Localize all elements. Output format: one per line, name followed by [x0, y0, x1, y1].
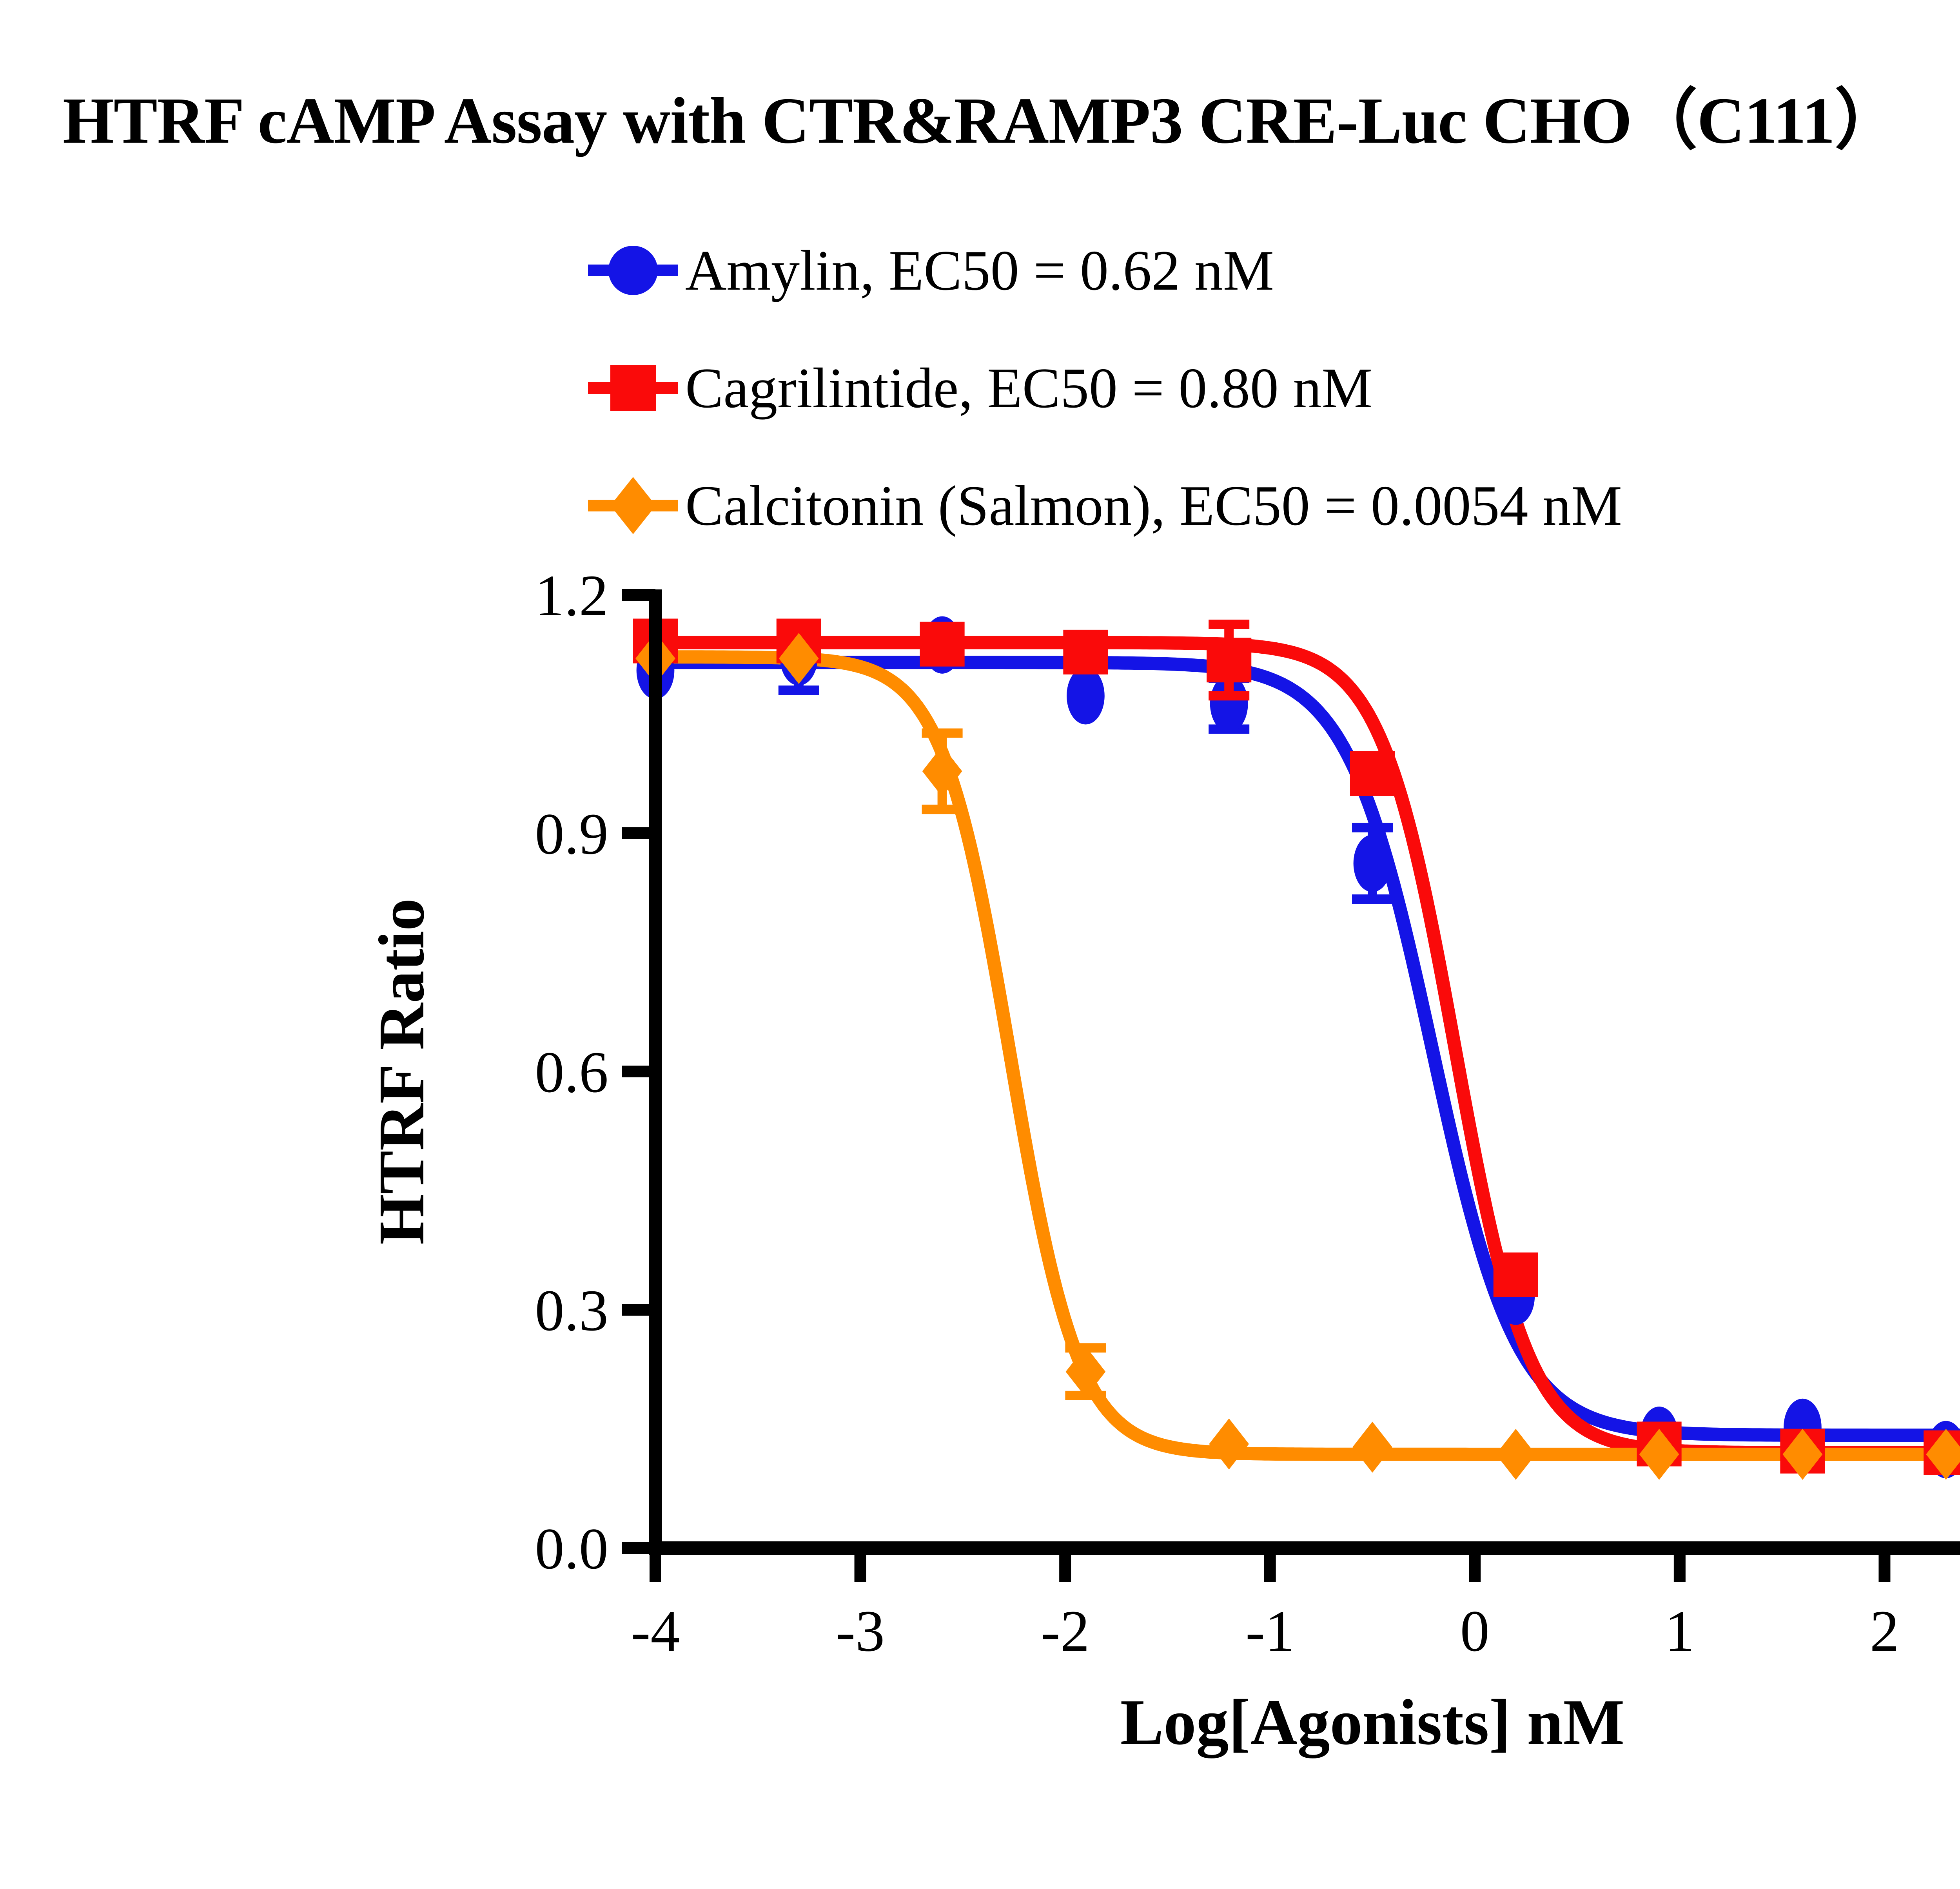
y-tick-label: 0.3 — [535, 1278, 609, 1343]
y-tick-label: 1.2 — [535, 563, 609, 628]
data-point-amylin[interactable] — [1067, 667, 1105, 725]
x-tick-label: 2 — [1870, 1599, 1899, 1664]
data-point-calcitonin-salmon-[interactable] — [1926, 1429, 1960, 1480]
data-point-calcitonin-salmon-[interactable] — [1639, 1429, 1679, 1480]
legend-marker-square-icon — [588, 355, 678, 421]
legend-item-calcitonin[interactable]: Calcitonin (Salmon), EC50 = 0.0054 nM — [588, 447, 1622, 564]
data-point-amylin[interactable] — [1353, 834, 1392, 892]
x-tick-label: -1 — [1245, 1599, 1294, 1664]
curve-calcitonin-salmon- — [649, 650, 1960, 1461]
legend-marker-circle-icon — [588, 237, 678, 304]
legend-label-amylin: Amylin, EC50 = 0.62 nM — [685, 239, 1274, 302]
page-title: HTRF cAMP Assay with CTR&RAMP3 CRE-Luc C… — [63, 84, 1900, 157]
data-point-cagrilintide[interactable] — [920, 622, 965, 667]
axis-label-layer: 0.00.30.60.91.2-4-3-2-10123Log[Agonists]… — [365, 563, 1899, 1758]
legend-marker-diamond-icon — [588, 472, 678, 539]
legend-label-cagrilintide: Cagrilintide, EC50 = 0.80 nM — [685, 356, 1373, 420]
x-axis-title: Log[Agonists] nM — [1120, 1686, 1625, 1758]
data-point-amylin[interactable] — [1210, 675, 1248, 732]
x-tick-label: -3 — [836, 1599, 885, 1664]
y-tick-label: 0.9 — [535, 801, 609, 867]
data-point-calcitonin-salmon-[interactable] — [922, 745, 962, 797]
x-tick-label: -2 — [1041, 1599, 1090, 1664]
data-point-cagrilintide[interactable] — [1493, 1252, 1538, 1297]
curve-cagrilintide — [649, 636, 1960, 1459]
legend-item-cagrilintide[interactable]: Cagrilintide, EC50 = 0.80 nM — [588, 329, 1622, 447]
curve-layer — [649, 636, 1960, 1461]
data-point-calcitonin-salmon-[interactable] — [1352, 1421, 1392, 1473]
data-point-cagrilintide[interactable] — [1207, 638, 1252, 683]
y-tick-label: 0.0 — [535, 1516, 609, 1581]
x-tick-label: 1 — [1665, 1599, 1694, 1664]
data-point-cagrilintide[interactable] — [1063, 629, 1108, 674]
curve-amylin — [649, 656, 1960, 1442]
y-axis-title: HTRF Ratio — [365, 898, 437, 1245]
x-tick-label: -4 — [631, 1599, 680, 1664]
chart-legend: Amylin, EC50 = 0.62 nM Cagrilintide, EC5… — [588, 212, 1622, 564]
y-tick-label: 0.6 — [535, 1040, 609, 1105]
x-tick-label: 0 — [1460, 1599, 1490, 1664]
data-point-calcitonin-salmon-[interactable] — [1065, 1346, 1106, 1398]
data-point-layer — [633, 616, 1960, 1480]
legend-item-amylin[interactable]: Amylin, EC50 = 0.62 nM — [588, 212, 1622, 329]
data-point-cagrilintide[interactable] — [1350, 751, 1395, 796]
data-point-calcitonin-salmon-[interactable] — [1209, 1418, 1249, 1470]
data-point-calcitonin-salmon-[interactable] — [779, 633, 819, 684]
axis-layer — [622, 589, 1960, 1582]
data-point-calcitonin-salmon-[interactable] — [1782, 1429, 1823, 1480]
legend-label-calcitonin: Calcitonin (Salmon), EC50 = 0.0054 nM — [685, 474, 1622, 537]
data-point-calcitonin-salmon-[interactable] — [1495, 1429, 1536, 1480]
